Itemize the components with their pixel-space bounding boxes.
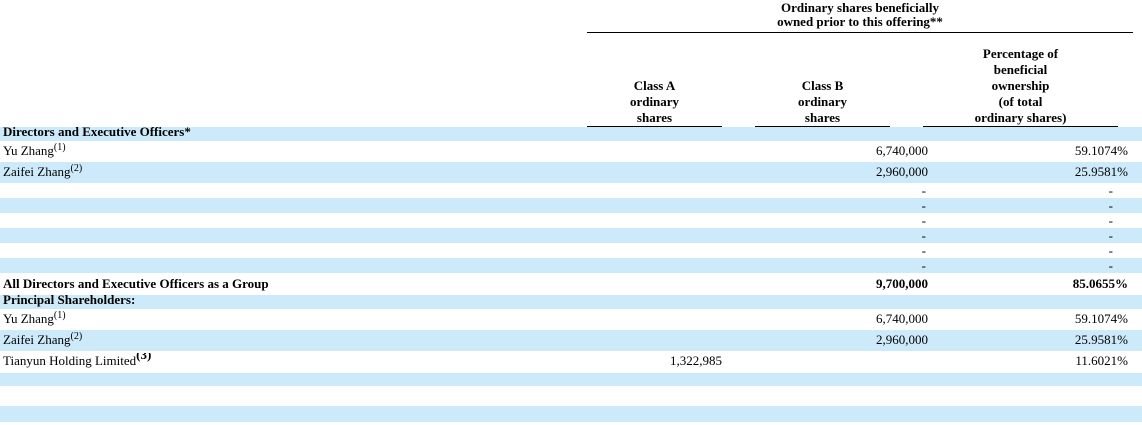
column-header-line: Percentage of [982, 46, 1059, 61]
footnote-superscript: (1) [53, 311, 66, 321]
table-body: Directors and Executive Officers* Yu Zhan… [0, 124, 1142, 422]
holder-name-cell: Tianyun Holding Limited(3) [0, 353, 587, 369]
class-b-shares-cell: 2,960,000 [876, 164, 928, 179]
holder-name-cell: All Directors and Executive Officers as … [0, 276, 587, 292]
ownership-percentage-cell: 59.1074% [1074, 311, 1128, 326]
holder-name: Yu Zhang [3, 143, 54, 158]
holder-name: Yu Zhang [3, 311, 54, 326]
class-b-shares-cell: - [921, 227, 926, 243]
ownership-percentage-cell: - [1108, 227, 1113, 243]
class-b-shares-cell: 9,700,000 [876, 276, 928, 291]
table-row: -- [0, 258, 1142, 273]
table-row: Yu Zhang(1) 6,740,000 59.1074% [0, 141, 1142, 162]
ownership-percentage-cell: - [1108, 212, 1113, 228]
column-header-line: Class B [801, 78, 844, 93]
column-header-ownership-percentage: Percentage of beneficial ownership (of tota… [923, 46, 1118, 127]
table-row: Zaifei Zhang(2) 2,960,000 25.9581% [0, 330, 1142, 351]
ownership-percentage-cell: - [1108, 242, 1113, 258]
ownership-percentage-cell: 85.0655% [1072, 276, 1128, 291]
holder-name-cell: Yu Zhang(1) [0, 143, 587, 159]
holder-name: Zaifei Zhang [3, 332, 71, 347]
spanning-column-header: Ordinary shares beneficially owned prior… [587, 1, 1133, 33]
holder-name: Tianyun Holding Limited [3, 353, 137, 368]
table-row: Zaifei Zhang(2) 2,960,000 25.9581% [0, 162, 1142, 183]
class-b-shares-cell: 2,960,000 [876, 332, 928, 347]
ownership-percentage-cell: 25.9581% [1074, 332, 1128, 347]
class-b-shares-cell: 6,740,000 [876, 143, 928, 158]
column-header-line: (of total [998, 94, 1043, 109]
class-b-shares-cell: - [921, 197, 926, 213]
column-header-line: ordinary [797, 94, 848, 109]
holder-name-cell: Zaifei Zhang(2) [0, 164, 587, 180]
table-row: Yu Zhang(1) 6,740,000 59.1074% [0, 309, 1142, 330]
ownership-percentage-cell: - [1108, 182, 1113, 198]
footnote-superscript: (2) [70, 164, 83, 174]
table-row: Directors and Executive Officers* [0, 124, 1142, 141]
table-row: -- [0, 243, 1142, 258]
span-header-line-1: Ordinary shares beneficially [781, 0, 939, 15]
holder-name-cell: Directors and Executive Officers* [0, 124, 587, 140]
footnote-superscript: (3) [136, 353, 152, 362]
ownership-percentage-cell: - [1108, 197, 1113, 213]
footnote-superscript: (2) [70, 332, 83, 342]
span-header-line-2: owned prior to this offering** [777, 14, 943, 29]
ownership-percentage-cell: 59.1074% [1074, 143, 1128, 158]
table-row [0, 386, 1142, 406]
class-b-shares-cell: - [921, 212, 926, 228]
class-b-shares-cell: - [921, 242, 926, 258]
holder-name-cell: Yu Zhang(1) [0, 311, 587, 327]
holder-name: All Directors and Executive Officers as … [3, 276, 269, 291]
holder-name: Directors and Executive Officers* [3, 124, 191, 139]
table-row: -- [0, 198, 1142, 213]
column-header-line: ordinary shares) [974, 110, 1067, 125]
table-header: Ordinary shares beneficially owned prior… [0, 0, 1142, 127]
column-header-line: shares [636, 110, 673, 125]
table-row: -- [0, 228, 1142, 243]
table-row: -- [0, 213, 1142, 228]
holder-name-cell: Zaifei Zhang(2) [0, 332, 587, 348]
column-header-line: beneficial [993, 62, 1048, 77]
holder-name: Principal Shareholders: [3, 292, 136, 307]
column-header-line: ordinary [629, 94, 680, 109]
holder-name-cell: Principal Shareholders: [0, 292, 587, 308]
ownership-percentage-cell: 25.9581% [1074, 164, 1128, 179]
holder-name: Zaifei Zhang [3, 164, 71, 179]
ownership-percentage-cell: 11.6021% [1075, 353, 1128, 368]
class-b-shares-cell: - [921, 257, 926, 273]
table-row: All Directors and Executive Officers as … [0, 273, 1142, 295]
class-b-shares-cell: 6,740,000 [876, 311, 928, 326]
column-header-line: ownership [991, 78, 1050, 93]
footnote-superscript: (1) [53, 143, 66, 153]
class-b-shares-cell: - [921, 182, 926, 198]
column-header-line: Class A [633, 78, 676, 93]
table-row [0, 406, 1142, 422]
ownership-percentage-cell: - [1108, 257, 1113, 273]
class-a-shares-cell: 1,322,985 [670, 353, 722, 368]
table-row [0, 373, 1142, 386]
table-row: -- [0, 183, 1142, 198]
table-row: Principal Shareholders: [0, 292, 1142, 309]
table-row: Tianyun Holding Limited(3) 1,322,985 11.60… [0, 351, 1142, 373]
column-header-line: shares [804, 110, 841, 125]
